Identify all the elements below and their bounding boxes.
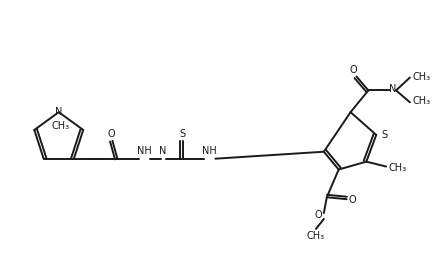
Text: CH₃: CH₃: [389, 163, 407, 172]
Text: N: N: [389, 84, 397, 94]
Text: NH: NH: [202, 146, 217, 156]
Text: O: O: [349, 195, 357, 205]
Text: N: N: [55, 107, 63, 117]
Text: O: O: [314, 210, 322, 220]
Text: N: N: [159, 146, 166, 156]
Text: O: O: [108, 129, 115, 139]
Text: S: S: [381, 130, 387, 140]
Text: S: S: [180, 129, 186, 139]
Text: CH₃: CH₃: [307, 231, 325, 241]
Text: O: O: [350, 65, 357, 75]
Text: CH₃: CH₃: [52, 121, 70, 131]
Text: CH₃: CH₃: [413, 72, 431, 82]
Text: NH: NH: [137, 146, 152, 156]
Text: CH₃: CH₃: [413, 96, 431, 106]
